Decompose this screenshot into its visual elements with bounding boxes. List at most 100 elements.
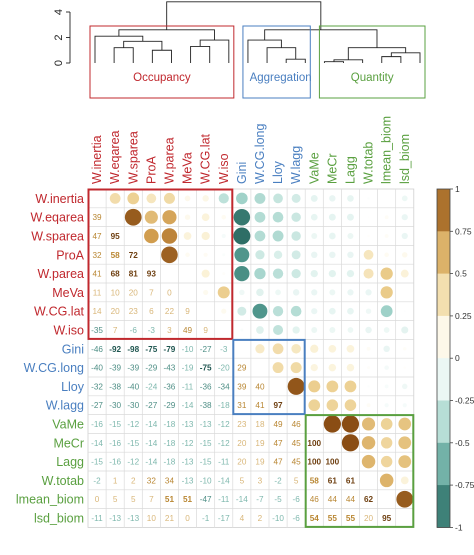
corr-value: 19 <box>255 439 265 448</box>
corr-value: -36 <box>200 382 212 391</box>
column-label-W.iso: W.iso <box>217 153 231 184</box>
column-label-lmean_biom: lmean_biom <box>380 116 394 184</box>
corr-value: 18 <box>255 420 265 429</box>
colorbar-band <box>437 273 450 317</box>
colorbar-band <box>437 231 450 274</box>
corr-value: 100 <box>326 458 340 467</box>
corr-circle <box>402 403 407 408</box>
corr-value: 58 <box>310 476 320 485</box>
corr-circle <box>328 344 337 353</box>
column-label-lsd_biom: lsd_biom <box>398 134 412 184</box>
corr-value: -34 <box>218 382 230 391</box>
corr-value: 81 <box>129 270 139 279</box>
corr-circle <box>272 211 284 223</box>
corr-circle <box>222 253 226 257</box>
column-label-MeCr: MeCr <box>325 153 339 184</box>
colorbar-tick-label: -0.25 <box>455 396 474 406</box>
corr-value: 6 <box>149 307 154 316</box>
corr-value: 97 <box>273 401 283 410</box>
corr-circle <box>379 473 394 488</box>
corr-value: 72 <box>129 251 139 260</box>
cluster-label-quantity: Quantity <box>351 72 394 84</box>
corr-value: 62 <box>364 495 374 504</box>
corr-value: -6 <box>293 514 301 523</box>
corr-value: 41 <box>92 270 102 279</box>
corr-value: -12 <box>218 420 230 429</box>
cluster-box-occupancy <box>89 25 235 99</box>
corr-circle <box>363 249 374 260</box>
column-label-Lagg: Lagg <box>343 156 357 184</box>
corr-circle <box>221 233 226 239</box>
cluster-label-occupancy: Occupancy <box>133 72 191 84</box>
corr-circle <box>341 434 360 452</box>
corr-value: -15 <box>109 420 121 429</box>
corr-value: 32 <box>147 476 157 485</box>
corr-circle <box>398 417 412 431</box>
corr-circle <box>403 310 406 313</box>
corr-value: 51 <box>183 495 193 504</box>
row-labels: W.inertia W.eqarea W.sparea ProA W.parea MeVa… <box>16 192 85 526</box>
corr-circle <box>383 345 390 353</box>
corr-circle <box>363 268 374 279</box>
corr-circle <box>308 399 321 412</box>
corr-circle <box>384 365 389 370</box>
corr-circle <box>380 305 393 318</box>
corr-circle <box>291 231 301 241</box>
corr-value: -38 <box>109 382 121 391</box>
corr-value: -35 <box>91 326 103 335</box>
dendrogram-tick-label: 0 <box>53 60 65 66</box>
colorbar-tick-label: 0.5 <box>455 269 467 279</box>
corr-value: 49 <box>183 326 193 335</box>
corr-circle <box>367 216 370 219</box>
column-labels: W.inertia W.eqarea W.sparea ProA W.parea MeVa… <box>90 116 412 184</box>
corr-value: 47 <box>273 439 283 448</box>
corr-value: 0 <box>95 495 100 504</box>
colorbar-band <box>437 189 450 232</box>
corr-circle <box>290 362 302 374</box>
corr-circle <box>236 192 248 205</box>
corr-value: -36 <box>164 382 176 391</box>
corr-value: -12 <box>127 458 139 467</box>
corr-circle <box>384 234 389 238</box>
corr-value: 20 <box>111 307 121 316</box>
corr-circle <box>403 366 406 369</box>
corr-value: -47 <box>200 495 212 504</box>
dendrogram-link <box>199 39 230 63</box>
corr-circle <box>380 286 393 299</box>
column-label-W.eqarea: W.eqarea <box>108 130 122 184</box>
corr-circle <box>287 377 305 395</box>
corr-circle <box>311 251 318 259</box>
corr-value: 5 <box>294 476 299 485</box>
corr-circle <box>186 273 189 275</box>
row-label-ProA: ProA <box>56 248 84 262</box>
corr-value: -14 <box>218 476 230 485</box>
corr-value: -11 <box>182 382 194 391</box>
corr-value: -10 <box>200 476 212 485</box>
corr-value: 7 <box>113 326 118 335</box>
corr-circle <box>366 403 371 408</box>
corr-value: 4 <box>240 514 245 523</box>
corr-circle <box>329 289 336 296</box>
corr-value: -16 <box>109 439 121 448</box>
corr-value: -11 <box>218 495 230 504</box>
row-label-W.parea: W.parea <box>37 267 84 281</box>
dendrogram-link <box>190 45 211 63</box>
corr-circle <box>347 233 354 239</box>
corr-value: -12 <box>218 439 230 448</box>
corr-value: 10 <box>111 288 121 297</box>
corr-circle <box>272 343 284 355</box>
corr-value: 95 <box>382 514 392 523</box>
corr-value: -16 <box>91 420 103 429</box>
corr-circle <box>127 192 140 205</box>
colorbar-tick-label: 1 <box>455 184 460 194</box>
corr-circle <box>239 289 245 296</box>
corr-circle <box>124 208 142 226</box>
corr-value: 44 <box>328 495 338 504</box>
column-label-W.sparea: W.sparea <box>126 131 140 184</box>
corr-circle <box>384 252 389 258</box>
corr-value: -18 <box>218 401 230 410</box>
corr-circle <box>361 454 376 469</box>
corr-circle <box>201 213 210 222</box>
corr-circle <box>255 250 265 260</box>
